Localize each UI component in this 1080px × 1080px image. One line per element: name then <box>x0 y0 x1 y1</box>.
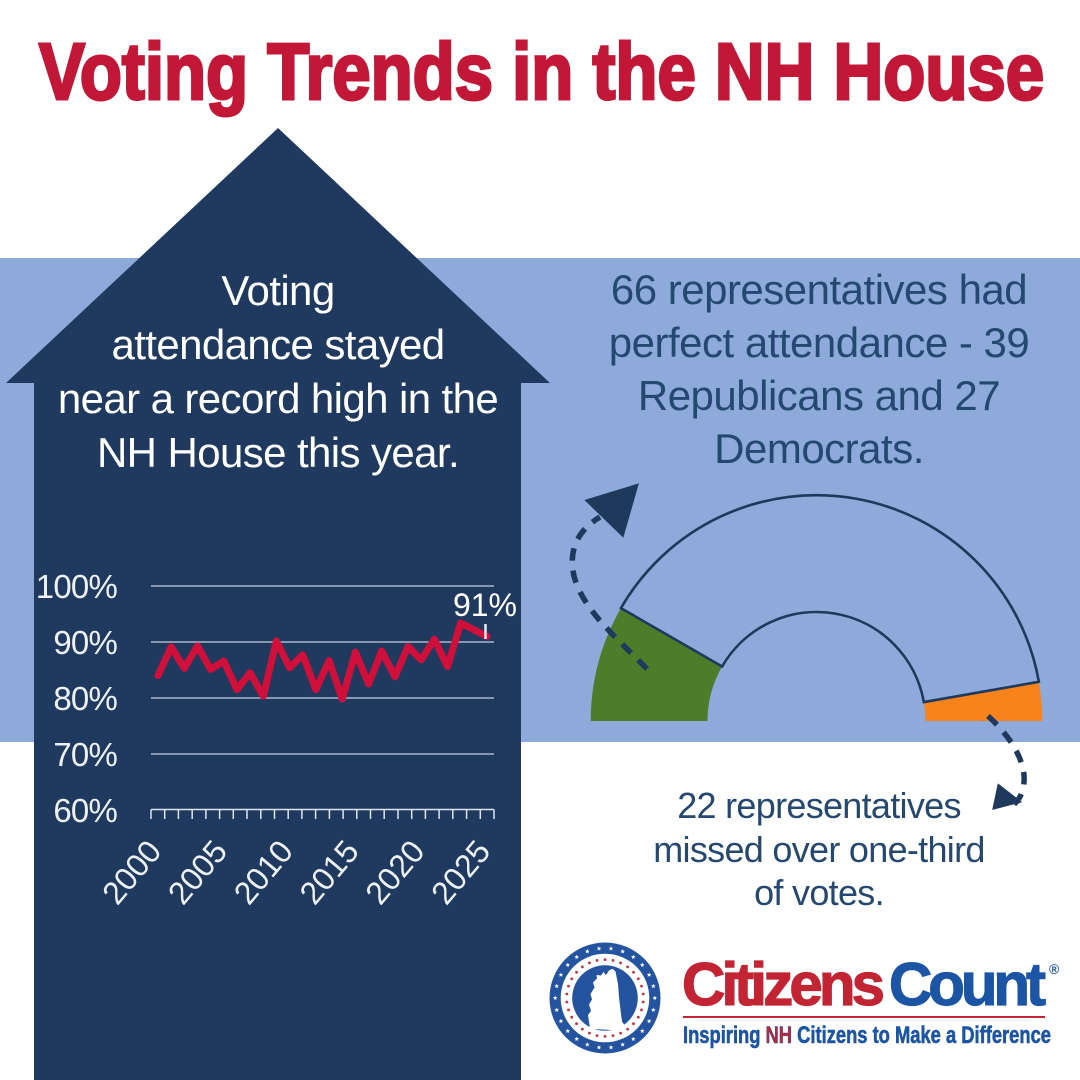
svg-text:60%: 60% <box>53 792 117 829</box>
svg-text:Count: Count <box>889 951 1046 1018</box>
svg-text:100%: 100% <box>36 568 118 605</box>
svg-text:80%: 80% <box>53 680 117 717</box>
svg-text:®: ® <box>1049 961 1060 977</box>
svg-text:Citizens: Citizens <box>682 951 885 1018</box>
svg-text:90%: 90% <box>53 624 117 661</box>
svg-text:70%: 70% <box>53 736 117 773</box>
svg-text:Inspiring NH Citizens to Make: Inspiring NH Citizens to Make a Differen… <box>683 1022 1051 1049</box>
svg-text:91%: 91% <box>453 587 517 623</box>
